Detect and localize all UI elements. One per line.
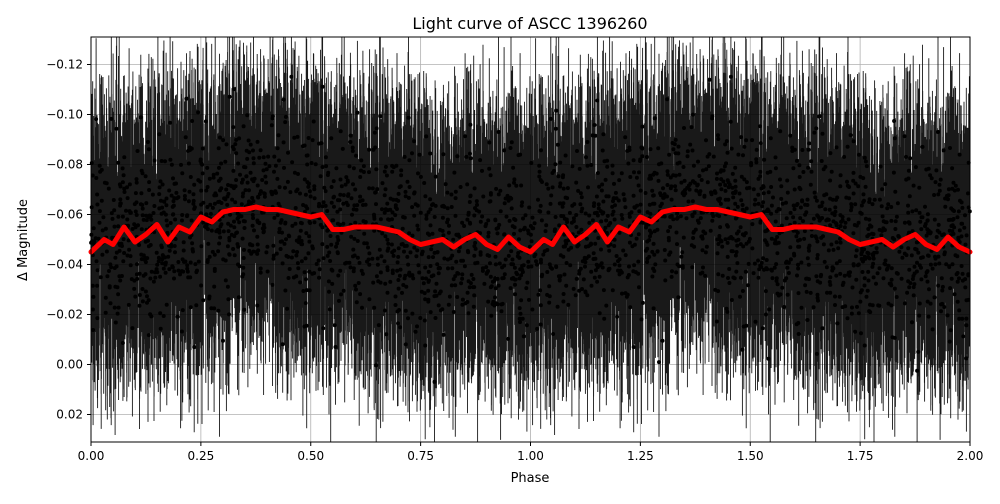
- y-axis-label: Δ Magnitude: [16, 199, 31, 281]
- y-axis-ticks: −0.12 −0.10 −0.08 −0.06 −0.04 −0.02 0.00 0.02: [46, 58, 91, 422]
- chart-title: Light curve of ASCC 1396260: [412, 14, 647, 33]
- y-tick-label: −0.04: [46, 258, 83, 272]
- x-tick-label: 2.00: [957, 449, 984, 463]
- y-tick-label: 0.00: [56, 358, 83, 372]
- x-tick-label: 0.75: [407, 449, 434, 463]
- y-tick-label: −0.08: [46, 158, 83, 172]
- y-tick-label: −0.10: [46, 108, 83, 122]
- y-tick-label: −0.12: [46, 58, 83, 72]
- x-axis-label: Phase: [511, 471, 550, 486]
- x-tick-label: 0.00: [78, 449, 105, 463]
- x-tick-label: 0.50: [297, 449, 324, 463]
- binned-curve-layer: [88, 204, 973, 255]
- y-tick-label: −0.06: [46, 208, 83, 222]
- x-tick-label: 1.00: [517, 449, 544, 463]
- x-tick-label: 1.50: [737, 449, 764, 463]
- binned-curve-line: [88, 204, 973, 255]
- x-axis-ticks: 0.00 0.25 0.50 0.75 1.00 1.25 1.50 1.75 2.00: [78, 442, 984, 463]
- y-tick-label: 0.02: [56, 408, 83, 422]
- y-tick-label: −0.02: [46, 308, 83, 322]
- x-tick-label: 1.25: [627, 449, 654, 463]
- x-tick-label: 1.75: [847, 449, 874, 463]
- x-tick-label: 0.25: [188, 449, 215, 463]
